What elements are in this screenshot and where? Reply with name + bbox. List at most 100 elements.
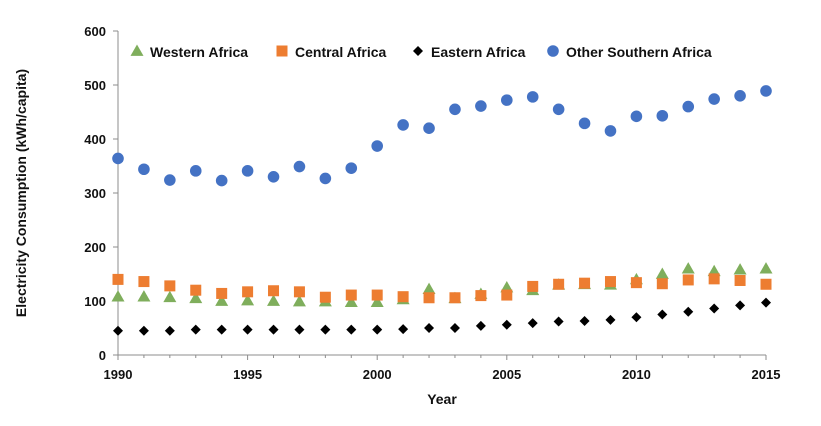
data-point <box>319 291 331 303</box>
x-tick-label: 1995 <box>233 367 262 382</box>
x-tick-label: 2015 <box>752 367 781 382</box>
data-point <box>268 324 279 335</box>
data-point <box>655 267 669 279</box>
data-point <box>423 122 435 134</box>
data-point <box>293 160 306 173</box>
data-point <box>553 316 564 327</box>
data-point <box>320 324 331 335</box>
data-point <box>682 274 694 286</box>
data-point <box>241 293 255 306</box>
legend-marker <box>413 46 423 56</box>
data-point <box>267 171 280 183</box>
data-point <box>112 152 124 165</box>
data-point <box>163 290 177 303</box>
x-tick-label: 2010 <box>622 367 651 382</box>
data-point <box>113 325 123 336</box>
series-eastern-africa <box>113 297 771 336</box>
data-point <box>423 292 435 304</box>
data-points <box>111 85 773 336</box>
data-point <box>422 282 436 294</box>
data-point <box>371 289 383 301</box>
data-point <box>733 263 747 275</box>
data-point <box>527 318 538 329</box>
data-point <box>683 306 694 317</box>
legend-label: Western Africa <box>150 44 248 60</box>
data-point <box>761 297 771 308</box>
data-point <box>138 276 150 288</box>
data-point <box>189 291 203 304</box>
data-point <box>137 290 151 302</box>
data-point <box>657 309 668 320</box>
legend-marker <box>547 45 559 57</box>
y-tick-label: 400 <box>84 132 106 147</box>
legend-marker <box>276 45 288 57</box>
y-tick-label: 200 <box>84 240 106 255</box>
data-point <box>500 281 514 293</box>
data-point <box>138 325 149 336</box>
data-point <box>216 324 227 335</box>
data-point <box>372 324 383 335</box>
data-point <box>734 274 746 286</box>
data-point <box>112 273 124 285</box>
data-point <box>164 174 176 186</box>
legend-label: Central Africa <box>295 44 387 60</box>
data-point <box>605 314 616 325</box>
x-axis-title: Year <box>427 391 457 407</box>
data-point <box>424 323 435 333</box>
data-point <box>371 140 384 152</box>
data-point <box>526 91 539 103</box>
data-point <box>370 295 384 307</box>
data-point <box>759 262 773 274</box>
data-point <box>294 324 305 335</box>
y-tick-label: 600 <box>84 24 106 39</box>
data-point <box>708 273 720 285</box>
data-point <box>268 285 280 297</box>
legend-item: Central Africa <box>276 44 387 60</box>
data-point <box>552 103 565 116</box>
y-tick-labels: 0 100 200 300 400 500 600 <box>84 24 106 363</box>
data-point <box>449 292 461 304</box>
data-point <box>345 162 358 174</box>
data-point <box>656 278 668 290</box>
legend-label: Other Southern Africa <box>566 44 712 60</box>
data-point <box>734 90 746 102</box>
data-point <box>449 103 461 116</box>
data-point <box>189 165 202 177</box>
legend-label: Eastern Africa <box>431 44 526 60</box>
series-other-southern-africa <box>112 85 772 187</box>
data-point <box>604 125 617 137</box>
data-point <box>475 290 487 302</box>
data-point <box>709 303 720 314</box>
legend: Western Africa Central Africa Eastern Afri… <box>130 44 712 60</box>
data-point <box>760 278 772 290</box>
x-tick-labels: 1990 1995 2000 2005 2010 2015 <box>104 367 781 382</box>
data-point <box>707 264 721 277</box>
data-point <box>398 324 409 335</box>
data-point <box>346 324 357 335</box>
data-point <box>293 286 305 298</box>
legend-item: Other Southern Africa <box>547 44 712 60</box>
data-point <box>682 100 695 113</box>
legend-marker <box>130 44 144 56</box>
data-point <box>630 277 642 289</box>
data-point <box>138 163 150 176</box>
data-point <box>475 100 487 112</box>
data-point <box>501 94 513 106</box>
data-point <box>735 300 746 311</box>
data-point <box>579 315 590 326</box>
data-point <box>501 319 512 330</box>
data-point <box>553 278 565 290</box>
data-point <box>604 276 616 288</box>
data-point <box>164 280 176 292</box>
data-point <box>216 287 228 299</box>
x-tick-label: 2000 <box>363 367 392 382</box>
data-point <box>449 323 460 333</box>
data-point <box>397 291 409 303</box>
data-point <box>164 325 175 336</box>
legend-item: Western Africa <box>130 44 248 60</box>
series-central-africa <box>112 273 772 304</box>
data-point <box>319 172 332 185</box>
y-tick-label: 100 <box>84 294 106 309</box>
data-point <box>345 289 357 301</box>
